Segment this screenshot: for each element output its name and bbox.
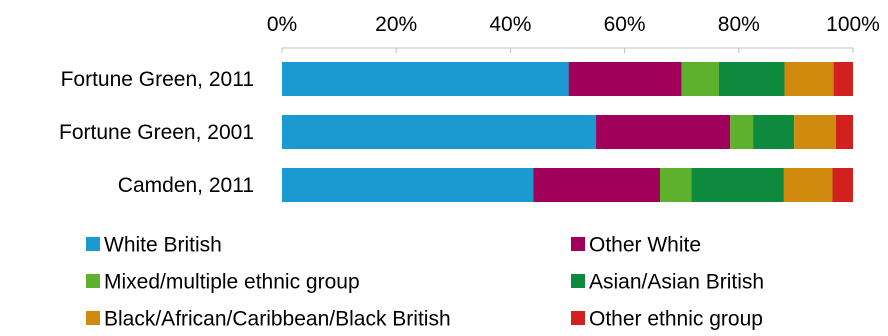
bar-segment-other-ethnic-group (833, 62, 853, 96)
x-tick-label: 80% (718, 13, 760, 36)
bar-segment-other-ethnic-group (835, 115, 853, 149)
legend-swatch-mixed-multiple-ethnic-group (86, 274, 100, 288)
bar-segment-white-british (282, 62, 569, 96)
bar-segment-black-african-caribbean-black-british (794, 115, 836, 149)
x-axis: 0% 20% 40% 60% 80% 100% (267, 13, 880, 53)
x-tick-label: 20% (375, 13, 417, 36)
x-tick-label: 100% (826, 13, 880, 36)
bar-segment-mixed-multiple-ethnic-group (681, 62, 719, 96)
bar-segment-black-african-caribbean-black-british (784, 62, 834, 96)
bar-segment-other-ethnic-group (832, 168, 853, 202)
bar-segment-mixed-multiple-ethnic-group (660, 168, 692, 202)
bar-segment-asian-asian-british (753, 115, 795, 149)
bar-segment-other-white (596, 115, 731, 149)
category-label: Fortune Green, 2001 (59, 121, 254, 144)
x-tick-label: 60% (604, 13, 646, 36)
legend-swatch-black-african-caribbean-black-british (86, 311, 100, 325)
bar-segment-other-white (533, 168, 661, 202)
legend-label: White British (104, 234, 222, 257)
category-label: Fortune Green, 2011 (61, 68, 254, 91)
bars (282, 62, 853, 202)
legend-label: Other ethnic group (589, 308, 763, 331)
bar-segment-asian-asian-british (691, 168, 784, 202)
legend-label: Asian/Asian British (589, 271, 764, 294)
x-tick-label: 40% (489, 13, 531, 36)
legend-label: Other White (589, 234, 701, 257)
bar-segment-black-african-caribbean-black-british (783, 168, 833, 202)
legend-swatch-other-ethnic-group (571, 311, 585, 325)
legend-swatch-white-british (86, 237, 100, 251)
legend: White British Other White Mixed/multiple e… (86, 234, 764, 331)
x-tick-label: 0% (267, 13, 297, 36)
category-label: Camden, 2011 (118, 174, 254, 197)
legend-label: Black/African/Caribbean/Black British (104, 308, 451, 331)
legend-swatch-asian-asian-british (571, 274, 585, 288)
bar-segment-other-white (568, 62, 682, 96)
bar-segment-white-british (282, 168, 534, 202)
bar-segment-asian-asian-british (718, 62, 785, 96)
bar-segment-mixed-multiple-ethnic-group (730, 115, 754, 149)
bar-segment-white-british (282, 115, 597, 149)
legend-label: Mixed/multiple ethnic group (104, 271, 360, 294)
legend-swatch-other-white (571, 237, 585, 251)
category-labels: Fortune Green, 2011 Fortune Green, 2001 Ca… (59, 68, 254, 197)
